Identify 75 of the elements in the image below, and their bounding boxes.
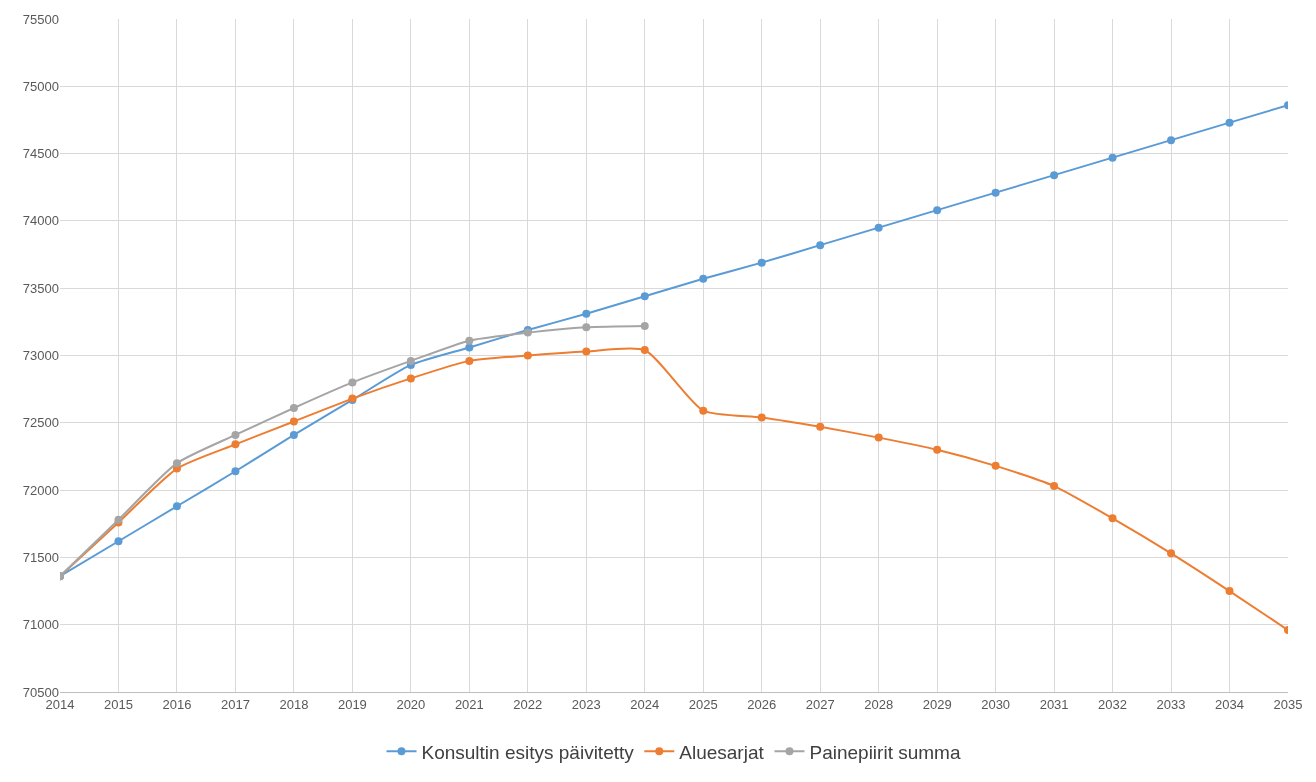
point [757,413,766,422]
point [1050,171,1059,180]
point [289,403,298,412]
point [406,356,415,365]
point [289,430,298,439]
x-tick-label: 2025 [688,696,718,712]
point [640,346,649,355]
y-tick-label: 72500 [22,415,59,431]
point [231,430,240,439]
y-tick-label: 75000 [22,78,59,94]
point [874,223,883,232]
point [640,292,649,301]
point [582,347,591,356]
x-tick-label: 2022 [513,696,543,712]
x-tick-label: 2016 [162,696,192,712]
point [114,537,123,546]
point [933,445,942,454]
point [582,309,591,318]
point [406,374,415,383]
y-tick-label: 73500 [22,280,59,296]
x-tick-label: 2023 [571,696,601,712]
point [991,188,1000,197]
point [699,274,708,283]
legend-label: Konsultin esitys päivitetty [421,741,635,763]
y-tick-label: 71500 [22,549,59,565]
x-tick-label: 2031 [1039,696,1069,712]
point [231,467,240,476]
x-tick-label: 2029 [922,696,952,712]
point [816,241,825,250]
point [933,206,942,215]
point [1167,136,1176,145]
point [991,461,1000,470]
y-tick-label: 74000 [22,213,59,229]
legend-label: Aluesarjat [679,741,765,763]
x-tick-label: 2019 [337,696,367,712]
x-tick-label: 2020 [396,696,426,712]
point [172,459,181,468]
legend-label: Painepiirit summa [809,741,961,763]
x-tick-label: 2026 [747,696,777,712]
point [465,336,474,345]
y-tick-label: 73000 [22,348,59,364]
point [289,417,298,426]
point [1225,587,1234,596]
x-tick-label: 2033 [1156,696,1186,712]
y-tick-label: 72000 [22,482,59,498]
y-tick-label: 71000 [22,617,59,633]
point [1225,118,1234,127]
y-tick-label: 74500 [22,146,59,162]
x-tick-label: 2024 [630,696,660,712]
x-tick-label: 2032 [1098,696,1128,712]
x-tick-label: 2034 [1215,696,1244,712]
x-tick-label: 2027 [805,696,835,712]
point [874,433,883,442]
point [1167,549,1176,558]
y-tick-label: 75500 [22,11,59,27]
x-tick-label: 2028 [864,696,894,712]
point [348,378,357,387]
point [231,440,240,449]
point [172,502,181,511]
point [816,422,825,431]
x-tick-label: 2015 [104,696,133,712]
point [699,406,708,415]
point [1108,514,1117,523]
point [582,323,591,332]
x-tick-label: 2018 [279,696,309,712]
point [465,356,474,365]
point [757,258,766,267]
x-tick-label: 2021 [454,696,484,712]
x-tick-label: 2035 [1273,696,1303,712]
x-tick-label: 2030 [981,696,1011,712]
point [1050,482,1059,491]
point [1108,153,1117,162]
x-tick-label: 2017 [220,696,250,712]
point [523,351,532,360]
point [640,321,649,330]
